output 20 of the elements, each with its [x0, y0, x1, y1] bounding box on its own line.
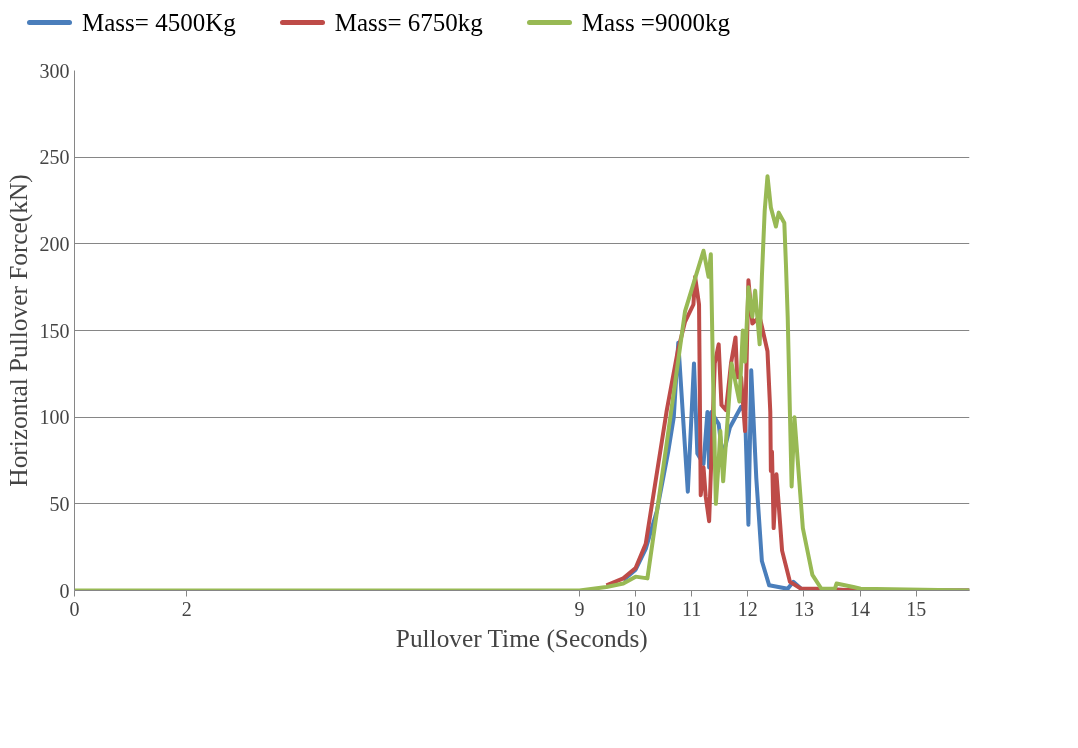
x-tick-label: 11 — [682, 597, 702, 620]
legend-label: Mass= 6750kg — [334, 8, 483, 38]
legend-label: Mass =9000kg — [581, 8, 730, 38]
y-tick-label: 0 — [59, 579, 70, 602]
x-tick-label: 13 — [793, 597, 814, 620]
x-axis-title: Pullover Time (Seconds) — [395, 623, 648, 653]
x-tick-label: 10 — [625, 597, 646, 620]
y-tick-label: 150 — [39, 319, 70, 342]
x-tick-label: 2 — [181, 597, 192, 620]
y-tick-label: 300 — [39, 59, 70, 82]
x-tick-label: 12 — [737, 597, 758, 620]
y-axis-title: Horizontal Pullover Force(kN) — [3, 174, 33, 487]
y-tick-label: 100 — [39, 406, 70, 429]
x-tick-label: 14 — [850, 597, 871, 620]
x-tick-label: 15 — [906, 597, 927, 620]
y-tick-label: 50 — [49, 492, 70, 515]
y-tick-label: 250 — [39, 146, 70, 169]
x-tick-label: 9 — [574, 597, 585, 620]
legend-label: Mass= 4500Kg — [82, 8, 236, 38]
y-tick-label: 200 — [39, 232, 70, 255]
